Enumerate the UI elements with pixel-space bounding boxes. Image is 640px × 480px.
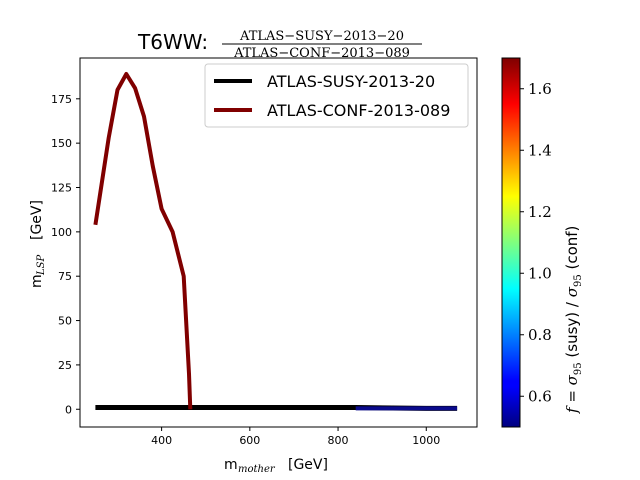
colorbar-label-text: f = σ95 (susy) / σ95 (conf) [563, 226, 584, 414]
legend-label-susy: ATLAS-SUSY-2013-20 [267, 72, 435, 91]
legend-box [204, 63, 469, 128]
colorbar-tick-label: 1.0 [528, 264, 552, 282]
y-tick-label: 0 [65, 403, 72, 416]
colorbar-tick-label: 0.8 [528, 326, 552, 344]
y-tick-label: 75 [58, 270, 72, 283]
y-label-unit: [GeV] [29, 200, 45, 240]
plot-frame [79, 57, 478, 428]
colorbar-gradient [501, 57, 521, 428]
y-tick-label: 25 [58, 359, 72, 372]
y-tick-label: 150 [51, 137, 72, 150]
title-numerator: ATLAS−SUSY−2013−20 [239, 29, 404, 44]
title-prefix: T6WW: [137, 30, 208, 54]
y-label-main: m [29, 274, 45, 288]
x-axis-ticks: 400 600 800 1000 [151, 427, 440, 447]
colorbar-tick-label: 1.2 [528, 203, 552, 221]
colorbar-tick-label: 1.4 [528, 141, 552, 159]
series-layer [93, 72, 458, 411]
colorbar: 0.6 0.8 1.0 1.2 1.4 1.6 [501, 57, 552, 428]
y-label-sub: LSP [36, 255, 47, 276]
colorbar-label: f = σ95 (susy) / σ95 (conf) [563, 226, 584, 414]
y-tick-label: 175 [51, 93, 72, 106]
y-axis-label: m LSP [GeV] [29, 200, 47, 288]
x-label-unit: [GeV] [288, 457, 328, 473]
y-tick-label: 50 [58, 315, 72, 328]
x-tick-label: 1000 [412, 434, 440, 447]
x-label-sub: mother [238, 464, 276, 475]
x-tick-label: 600 [239, 434, 260, 447]
colorbar-tick-label: 0.6 [528, 387, 552, 405]
series-line-atlas-conf-2013-089 [93, 72, 193, 410]
legend: ATLAS-SUSY-2013-20 ATLAS-CONF-2013-089 [204, 63, 469, 128]
y-tick-label: 100 [51, 226, 72, 239]
colorbar-tick-label: 1.6 [528, 80, 552, 98]
x-axis-label: m mother [GeV] [224, 457, 328, 475]
y-axis-ticks: 0 25 50 75 100 125 150 175 [51, 93, 80, 416]
chart-title: T6WW: ATLAS−SUSY−2013−20 ATLAS−CONF−2013… [137, 29, 422, 61]
x-tick-label: 800 [328, 434, 349, 447]
x-label-main: m [224, 457, 238, 473]
x-tick-label: 400 [151, 434, 172, 447]
title-denominator: ATLAS−CONF−2013−089 [233, 46, 410, 61]
plot-area: 400 600 800 1000 0 25 50 75 100 125 150 175 [51, 57, 478, 447]
colorbar-ticks: 0.6 0.8 1.0 1.2 1.4 1.6 [520, 80, 552, 405]
y-tick-label: 125 [51, 182, 72, 195]
legend-label-conf: ATLAS-CONF-2013-089 [267, 101, 450, 120]
